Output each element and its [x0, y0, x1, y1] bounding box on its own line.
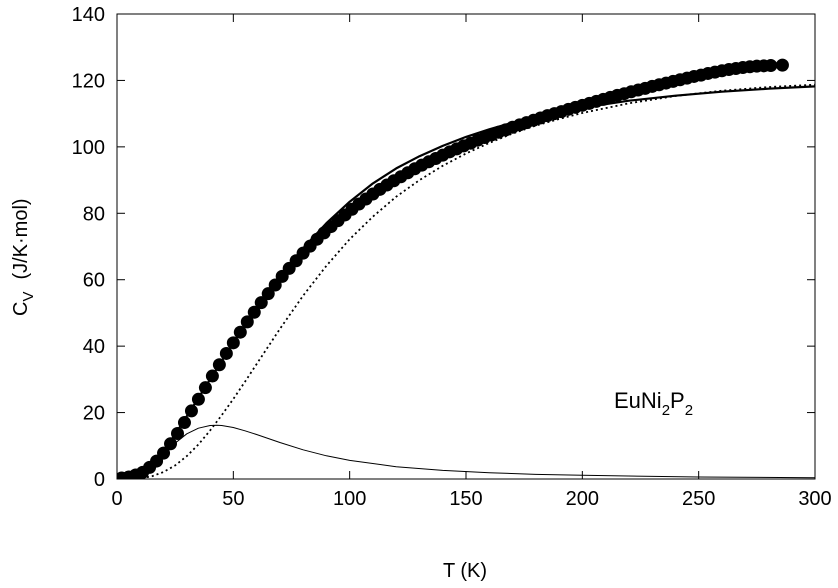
y-axis-title-sub: V	[20, 292, 37, 302]
plot-area	[117, 58, 815, 479]
y-tick-label: 20	[83, 403, 105, 425]
compound-label: EuNi2P2	[614, 388, 693, 419]
y-tick-label: 100	[72, 137, 105, 159]
y-tick-label: 120	[72, 70, 105, 92]
y-tick-label: 0	[94, 469, 105, 491]
y-tick-label: 60	[83, 270, 105, 292]
x-tick-label: 50	[222, 488, 244, 510]
x-tick-label: 300	[798, 488, 831, 510]
x-tick-label: 150	[449, 488, 482, 510]
fit-curve-total	[117, 85, 815, 479]
y-axis-title-main: C	[10, 302, 32, 316]
y-tick-label: 140	[72, 4, 105, 26]
x-tick-label: 250	[682, 488, 715, 510]
data-point	[775, 58, 789, 72]
axes: 0 50 100 150 200 250 300 0 20 40 60 80 100 120 140	[72, 4, 832, 510]
y-tick-label: 80	[83, 203, 105, 225]
y-tick-label: 40	[83, 336, 105, 358]
svg-text:CV(J/K·mol): CV (J/K·mol)	[10, 198, 37, 316]
x-tick-label: 100	[333, 488, 366, 510]
data-points-series	[117, 58, 789, 479]
x-axis-title: T (K)	[443, 560, 487, 582]
y-axis-title-unit: (J/K·mol)	[10, 198, 32, 279]
fit-curve-thin	[117, 424, 815, 479]
y-axis-title: CV (J/K·mol)	[10, 198, 37, 316]
fit-curve-dotted	[117, 83, 815, 479]
x-tick-label: 0	[111, 488, 122, 510]
plot-frame	[116, 13, 816, 480]
data-point	[764, 58, 778, 72]
x-tick-label: 200	[566, 488, 599, 510]
